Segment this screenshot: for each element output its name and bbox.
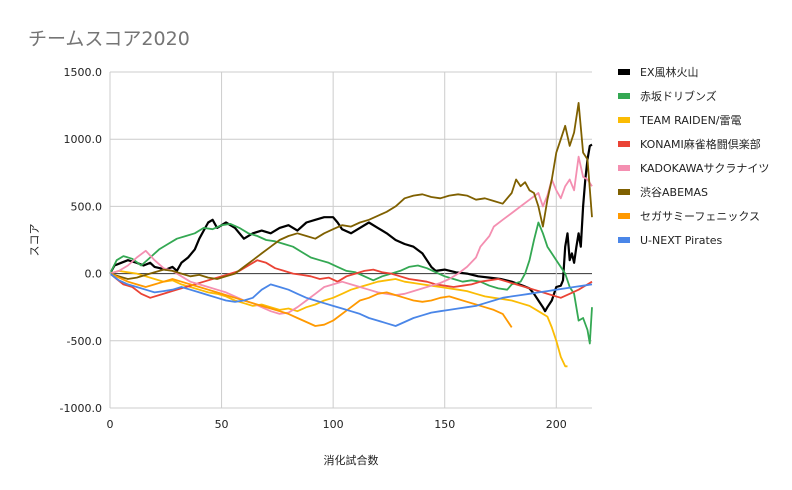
y-tick-label: -1000.0 bbox=[60, 402, 102, 415]
series-line-3 bbox=[109, 269, 568, 368]
x-tick-label: 50 bbox=[215, 418, 229, 431]
series-line-7 bbox=[109, 272, 513, 328]
series-line-6 bbox=[109, 102, 593, 280]
y-tick-label: 1500.0 bbox=[64, 66, 103, 79]
legend-swatch bbox=[618, 165, 630, 171]
legend-label: EX風林火山 bbox=[640, 65, 699, 79]
x-tick-label: 0 bbox=[107, 418, 114, 431]
legend-label: KONAMI麻雀格闘倶楽部 bbox=[640, 137, 761, 151]
y-axis-title: スコア bbox=[28, 224, 41, 257]
legend-swatch bbox=[618, 141, 630, 147]
chart-title: チームスコア2020 bbox=[28, 28, 190, 50]
legend-label: セガサミーフェニックス bbox=[640, 210, 760, 223]
x-tick-label: 200 bbox=[546, 418, 567, 431]
series-line-2 bbox=[109, 221, 593, 345]
series-line-8 bbox=[109, 272, 593, 327]
x-tick-label: 150 bbox=[434, 418, 455, 431]
legend-label: U-NEXT Pirates bbox=[640, 234, 723, 247]
legend-swatch bbox=[618, 117, 630, 123]
grid bbox=[109, 71, 592, 409]
legend-swatch bbox=[618, 213, 630, 219]
axes: -1000.0 -500.0 0.0 500.0 1000.0 1500.0 0 50 100 1… bbox=[28, 66, 567, 467]
y-tick-label: 500.0 bbox=[71, 200, 103, 213]
series-line-4 bbox=[109, 259, 593, 299]
legend-label: TEAM RAIDEN/雷電 bbox=[639, 114, 742, 127]
legend-label: KADOKAWAサクラナイツ bbox=[640, 162, 769, 175]
y-tick-label: -500.0 bbox=[67, 335, 102, 348]
y-tick-label: 0.0 bbox=[85, 268, 103, 281]
x-axis-title: 消化試合数 bbox=[324, 453, 379, 467]
legend-swatch bbox=[618, 189, 630, 195]
y-tick-label: 1000.0 bbox=[64, 133, 103, 146]
series-line-1 bbox=[109, 143, 593, 313]
legend-swatch bbox=[618, 93, 630, 99]
legend-swatch bbox=[618, 237, 630, 243]
legend-swatch bbox=[618, 69, 630, 75]
legend-label: 赤坂ドリブンズ bbox=[640, 89, 717, 103]
x-tick-label: 100 bbox=[323, 418, 344, 431]
legend-label: 渋谷ABEMAS bbox=[640, 186, 708, 199]
series-lines bbox=[109, 102, 593, 368]
